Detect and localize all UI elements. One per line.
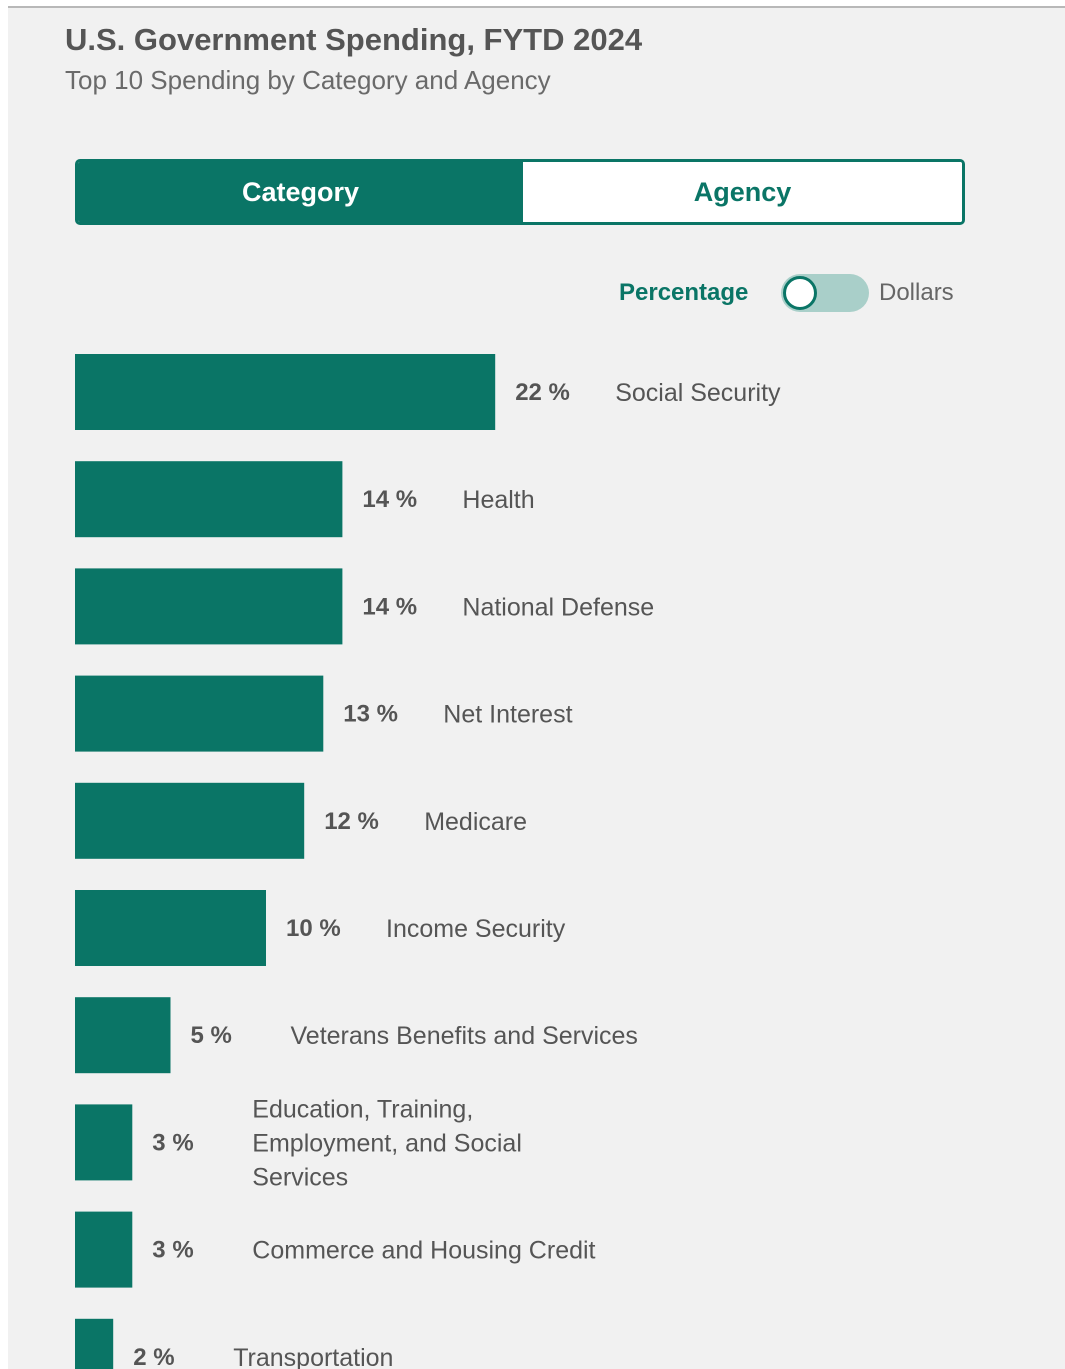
category-label-line: Social Security	[615, 379, 781, 407]
bar-1[interactable]	[75, 354, 496, 430]
category-label: Health	[462, 486, 534, 514]
percentage-label[interactable]: Percentage	[619, 279, 749, 306]
value-label: 3 %	[152, 1237, 193, 1264]
view-tabs: Category Agency	[75, 159, 965, 225]
chart-panel: U.S. Government Spending, FYTD 2024 Top …	[8, 6, 1065, 1369]
category-label-line: Medicare	[424, 808, 527, 836]
category-label: Income Security	[386, 915, 566, 943]
category-label-line: Education, Training,	[252, 1095, 473, 1123]
tab-agency[interactable]: Agency	[523, 162, 962, 222]
category-label-line: Income Security	[386, 915, 566, 943]
value-label: 2 %	[133, 1344, 174, 1369]
category-label-line: Commerce and Housing Credit	[252, 1237, 595, 1265]
chart-title: U.S. Government Spending, FYTD 2024	[65, 22, 643, 57]
chart-subtitle: Top 10 Spending by Category and Agency	[65, 65, 551, 95]
bar-3[interactable]	[75, 568, 343, 645]
value-label: 22 %	[515, 379, 570, 406]
value-label: 5 %	[191, 1022, 232, 1049]
bar-8[interactable]	[75, 1104, 133, 1181]
category-label: Net Interest	[443, 701, 572, 729]
category-label: Education, Training, Employment, and Soci…	[252, 1095, 522, 1191]
category-label: Social Security	[615, 379, 781, 407]
bar-10[interactable]	[75, 1318, 114, 1369]
tab-category[interactable]: Category	[78, 162, 523, 222]
category-label-line: Health	[462, 486, 534, 514]
value-label: 14 %	[362, 486, 417, 513]
bar-9[interactable]	[75, 1211, 133, 1288]
category-label-line: Net Interest	[443, 701, 572, 729]
spending-bar-chart: 22 % Social Security 14 % Health 14 % Nationa…	[75, 354, 781, 1369]
percentage-dollars-switch[interactable]	[781, 274, 869, 312]
bar-6[interactable]	[75, 890, 266, 966]
bar-5[interactable]	[75, 782, 305, 859]
value-label: 13 %	[343, 701, 398, 728]
bar-4[interactable]	[75, 675, 324, 752]
category-label-line: Services	[252, 1163, 348, 1191]
bar-7[interactable]	[75, 997, 171, 1074]
category-label-line: Transportation	[233, 1344, 393, 1369]
value-label: 12 %	[324, 808, 379, 835]
unit-toggle: Percentage Dollars	[8, 274, 1065, 314]
value-label: 10 %	[286, 915, 341, 942]
category-label: Medicare	[424, 808, 527, 836]
value-label: 3 %	[152, 1129, 193, 1156]
bar-2[interactable]	[75, 461, 343, 538]
dollars-label[interactable]: Dollars	[879, 279, 954, 306]
switch-knob[interactable]	[783, 276, 817, 310]
category-label-line: Employment, and Social	[252, 1129, 522, 1157]
category-label: National Defense	[462, 593, 654, 621]
category-label-line: National Defense	[462, 593, 654, 621]
category-label: Commerce and Housing Credit	[252, 1237, 595, 1265]
category-label: Veterans Benefits and Services	[291, 1022, 638, 1050]
value-label: 14 %	[362, 593, 417, 620]
category-label-line: Veterans Benefits and Services	[291, 1022, 638, 1050]
category-label: Transportation	[233, 1344, 393, 1369]
